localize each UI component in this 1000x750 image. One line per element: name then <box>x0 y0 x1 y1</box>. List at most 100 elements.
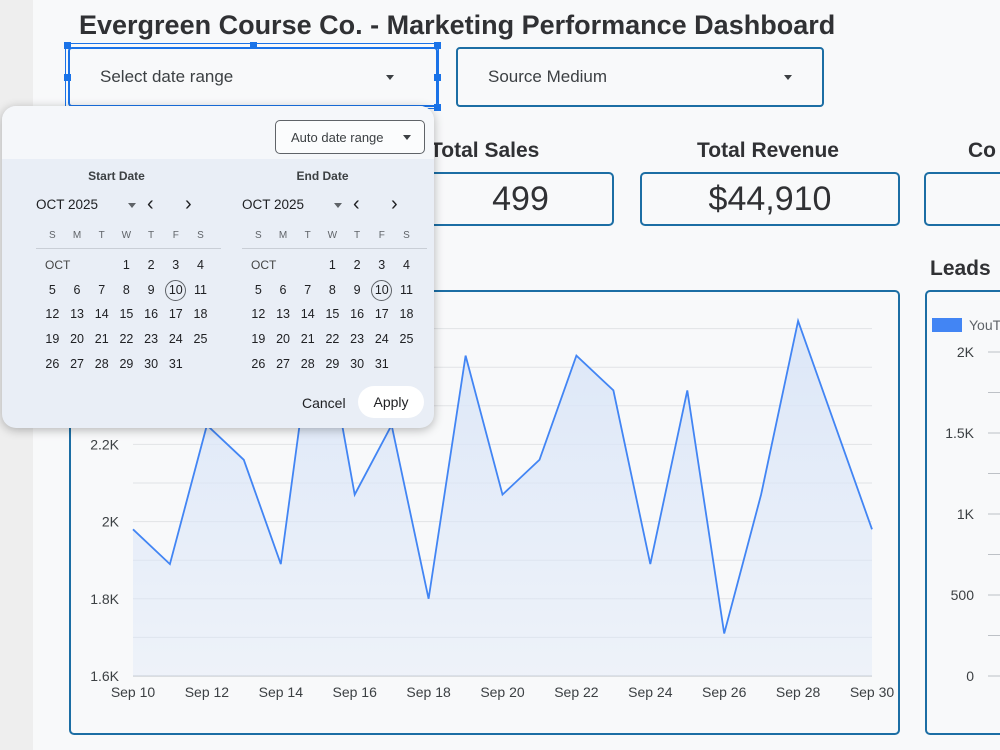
day-cell[interactable]: 12 <box>251 307 266 322</box>
day-cell[interactable]: 19 <box>45 332 60 347</box>
day-cell[interactable]: 4 <box>402 258 410 272</box>
day-cell-today[interactable]: 10 <box>369 278 394 303</box>
day-cell[interactable]: 14 <box>94 307 109 322</box>
series-line <box>132 289 873 634</box>
day-cell[interactable]: 17 <box>374 307 389 322</box>
day-cell[interactable]: 6 <box>279 282 287 297</box>
resize-handle-bottom-right[interactable] <box>434 104 441 111</box>
day-cell[interactable]: 11 <box>193 282 207 297</box>
day-cell[interactable]: 21 <box>94 332 109 347</box>
day-cell[interactable]: 2 <box>147 258 155 272</box>
day-cell[interactable]: 2 <box>353 258 361 272</box>
apply-button[interactable]: Apply <box>358 386 424 418</box>
source-medium-label: Source Medium <box>488 67 608 86</box>
day-cell[interactable]: 13 <box>276 307 290 322</box>
kpi-value-total-sales: 499 <box>427 172 614 226</box>
day-cell[interactable]: 28 <box>300 356 315 371</box>
day-cell[interactable]: 18 <box>399 307 414 322</box>
day-cell[interactable]: 12 <box>45 307 60 322</box>
empty-day-cell <box>394 352 419 377</box>
day-cell[interactable]: 8 <box>328 282 336 297</box>
weekday-label: S <box>49 230 56 241</box>
prev-month-icon[interactable]: ‹ <box>353 193 360 215</box>
day-cell[interactable]: 1 <box>328 258 336 272</box>
day-cell[interactable]: 24 <box>374 332 389 347</box>
day-cell[interactable]: 11 <box>399 282 413 297</box>
day-cell[interactable]: 19 <box>251 332 266 347</box>
weekday-label: W <box>121 230 132 241</box>
day-cell[interactable]: 29 <box>325 356 340 371</box>
day-cell[interactable]: 6 <box>73 282 81 297</box>
next-month-icon[interactable]: › <box>391 193 398 215</box>
weekday-label: F <box>172 230 179 241</box>
day-cell[interactable]: 14 <box>300 307 315 322</box>
start-month-selector[interactable]: OCT 2025 <box>36 197 99 212</box>
day-cell-today[interactable]: 10 <box>163 278 188 303</box>
day-cell[interactable]: 20 <box>70 332 84 347</box>
day-cell[interactable]: 13 <box>70 307 84 322</box>
leads-chart-panel[interactable] <box>925 290 1000 735</box>
weekday-label: T <box>354 230 361 241</box>
day-cell[interactable]: 31 <box>374 356 389 371</box>
day-cell[interactable]: 1 <box>122 258 130 272</box>
day-cell[interactable]: 5 <box>48 282 56 297</box>
day-cell[interactable]: 17 <box>168 307 183 322</box>
chevron-down-icon <box>386 75 394 80</box>
day-cell[interactable]: 30 <box>350 356 365 371</box>
divider <box>36 248 221 249</box>
day-cell[interactable]: 25 <box>193 332 208 347</box>
day-cell[interactable]: 16 <box>144 307 159 322</box>
day-cell[interactable]: 5 <box>254 282 262 297</box>
resize-handle-top[interactable] <box>250 42 257 49</box>
day-cell[interactable]: 24 <box>168 332 183 347</box>
day-cell[interactable]: 21 <box>300 332 315 347</box>
next-month-icon[interactable]: › <box>185 193 192 215</box>
x-tick-label: Sep 24 <box>628 684 673 700</box>
end-month-selector[interactable]: OCT 2025 <box>242 197 305 212</box>
day-cell[interactable]: 9 <box>147 282 155 297</box>
weekday-label: T <box>98 230 105 241</box>
resize-handle-left[interactable] <box>64 74 71 81</box>
day-cell[interactable]: 22 <box>119 332 134 347</box>
day-cell[interactable]: 8 <box>122 282 130 297</box>
resize-handle-top-right[interactable] <box>434 42 441 49</box>
day-cell[interactable]: 31 <box>168 356 183 371</box>
day-cell[interactable]: 18 <box>193 307 208 322</box>
day-cell[interactable]: 23 <box>350 332 365 347</box>
resize-handle-top-left[interactable] <box>64 42 71 49</box>
day-cell[interactable]: 15 <box>325 307 340 322</box>
day-cell[interactable]: 30 <box>144 356 159 371</box>
day-cell[interactable]: 28 <box>94 356 109 371</box>
auto-date-range-button[interactable]: Auto date range <box>275 120 425 154</box>
resize-handle-right[interactable] <box>434 74 441 81</box>
day-cell[interactable]: 20 <box>276 332 290 347</box>
y-tick-label: 2K <box>957 344 975 360</box>
day-cell[interactable]: 26 <box>251 356 266 371</box>
day-cell[interactable]: 29 <box>119 356 134 371</box>
day-cell[interactable]: 9 <box>353 282 361 297</box>
day-cell[interactable]: 27 <box>276 356 290 371</box>
day-cell[interactable]: 3 <box>172 258 180 272</box>
day-cell[interactable]: 27 <box>70 356 84 371</box>
source-medium-dropdown[interactable]: Source Medium <box>456 47 824 107</box>
day-cell[interactable]: 25 <box>399 332 414 347</box>
kpi-value-total-revenue: $44,910 <box>640 172 900 226</box>
cancel-button[interactable]: Cancel <box>302 395 346 411</box>
y-tick-label: 1.6K <box>90 668 119 684</box>
x-tick-label: Sep 18 <box>406 684 451 700</box>
x-tick-label: Sep 14 <box>259 684 304 700</box>
day-cell[interactable]: 7 <box>304 282 312 297</box>
day-cell[interactable]: 15 <box>119 307 134 322</box>
day-cell[interactable]: 7 <box>98 282 106 297</box>
day-cell[interactable]: 22 <box>325 332 340 347</box>
month-grid-label: OCT <box>251 258 277 272</box>
day-cell[interactable]: 3 <box>378 258 386 272</box>
day-cell[interactable]: 23 <box>144 332 159 347</box>
chevron-down-icon <box>128 203 136 208</box>
weekday-label: S <box>255 230 262 241</box>
day-cell[interactable]: 26 <box>45 356 60 371</box>
prev-month-icon[interactable]: ‹ <box>147 193 154 215</box>
kpi-label-total-revenue: Total Revenue <box>697 139 839 162</box>
day-cell[interactable]: 4 <box>196 258 204 272</box>
day-cell[interactable]: 16 <box>350 307 365 322</box>
